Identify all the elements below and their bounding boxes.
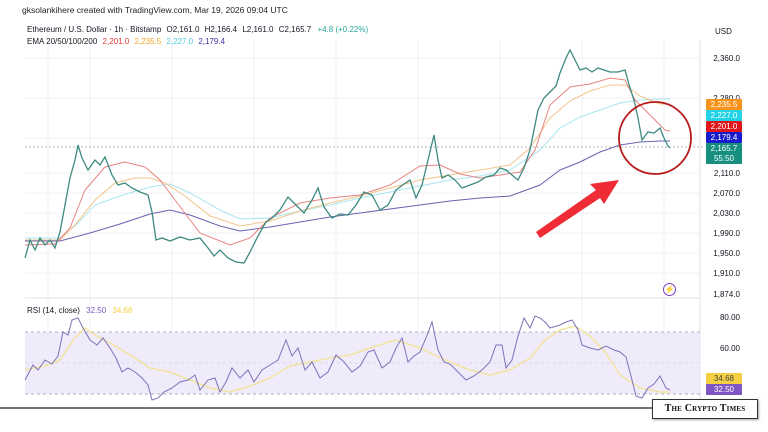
price-path (24, 48, 671, 264)
bar-countdown-tag: 55:50 (706, 153, 742, 164)
open-value: O2,161.0 (166, 25, 200, 34)
ema50-value: 2,235.5 (134, 37, 162, 46)
price-tick: 1,910.0 (713, 269, 740, 278)
ema20-value: 2,201.0 (102, 37, 130, 46)
price-tick: 2,360.0 (713, 54, 740, 63)
rsi-line (24, 315, 671, 401)
ema-row: EMA 20/50/100/200 2,201.0 2,235.5 2,227.… (27, 36, 368, 48)
price-candles (24, 48, 671, 264)
lightning-icon[interactable]: ⚡ (663, 283, 676, 296)
close-value: C2,165.7 (278, 25, 312, 34)
ema50-price-tag: 2,235.5 (706, 99, 742, 110)
ema-100-line (25, 98, 670, 239)
symbol-legend: Ethereum / U.S. Dollar · 1h · Bitstamp O… (27, 24, 368, 48)
low-value: L2,161.0 (242, 25, 274, 34)
price-tick: 2,030.0 (713, 209, 740, 218)
rsi-label[interactable]: RSI (14, close) (27, 306, 80, 315)
chart-credit: gksolankihere created with TradingView.c… (22, 5, 288, 15)
ema200-value: 2,179.4 (198, 37, 226, 46)
brand-watermark: The Crypto Times (652, 399, 758, 419)
ema-20-line (24, 77, 671, 246)
last-price-tag: 2,165.7 (706, 143, 742, 154)
price-tick: 2,280.0 (713, 94, 740, 103)
change-value: +4.8 (+0.22%) (317, 25, 369, 34)
price-tick: 2,070.0 (713, 189, 740, 198)
high-value: H2,166.4 (204, 25, 238, 34)
annotation-circle (618, 101, 692, 175)
rsi-ma-value: 34.68 (112, 306, 133, 315)
ema-200-line (25, 140, 670, 242)
annotation-arrow (536, 180, 619, 238)
symbol-label[interactable]: Ethereum / U.S. Dollar · 1h · Bitstamp (27, 25, 162, 34)
price-tick: 1,990.0 (713, 229, 740, 238)
price-tick: 2,110.0 (713, 169, 740, 178)
ema100-value: 2,227.0 (166, 37, 194, 46)
ema-50-line (25, 84, 670, 241)
rsi-tag: 32.50 (706, 384, 742, 395)
ohlc-row: Ethereum / U.S. Dollar · 1h · Bitstamp O… (27, 24, 368, 36)
ema-label[interactable]: EMA 20/50/100/200 (27, 37, 98, 46)
rsi-ma-tag: 34.68 (706, 373, 742, 384)
rsi-tick: 80.00 (719, 313, 740, 322)
rsi-legend: RSI (14, close) 32.50 34.68 (27, 306, 132, 315)
rsi-ma-line (24, 325, 670, 393)
price-tick: 1,874.0 (713, 290, 740, 299)
rsi-value: 32.50 (86, 306, 107, 315)
currency-label[interactable]: USD (715, 27, 732, 36)
ema20-price-tag: 2,201.0 (706, 121, 742, 132)
ema100-price-tag: 2,227.0 (706, 110, 742, 121)
rsi-tick: 60.00 (719, 344, 740, 353)
price-tick: 1,950.0 (713, 249, 740, 258)
ema200-price-tag: 2,179.4 (706, 132, 742, 143)
